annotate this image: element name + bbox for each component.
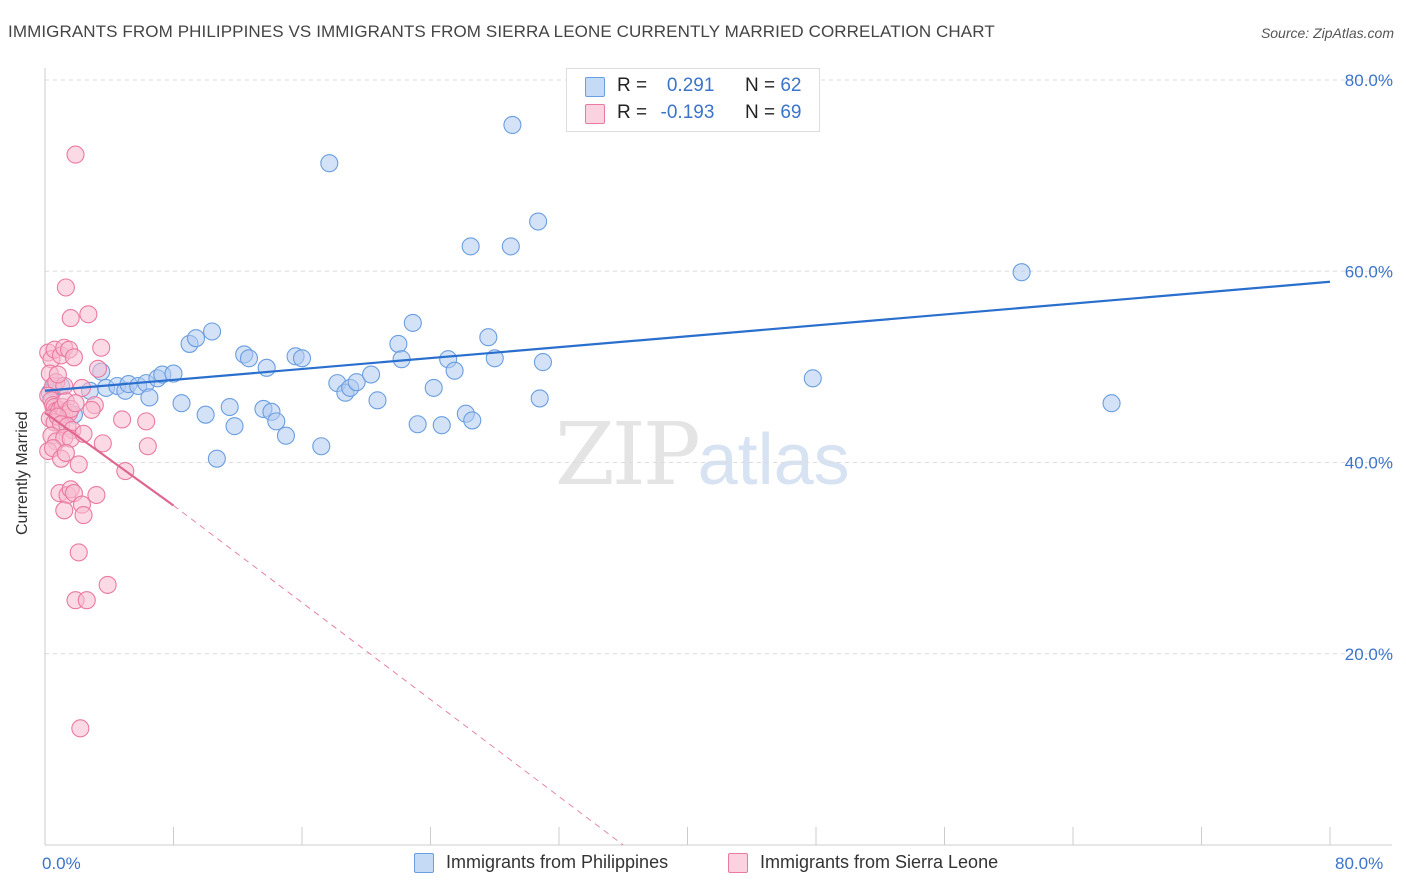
sierra-leone-point xyxy=(74,506,93,525)
legend-n-value: 62 xyxy=(780,75,802,96)
sierra-leone-point xyxy=(55,501,74,520)
philippines-point xyxy=(389,334,408,353)
philippines-point xyxy=(225,417,244,436)
philippines-point xyxy=(432,416,451,435)
y-axis-label: Currently Married xyxy=(14,411,31,535)
sierra-leone-point xyxy=(66,145,85,164)
sierra-leone-point xyxy=(69,543,88,562)
sierra-leone-point xyxy=(66,394,85,413)
philippines-point xyxy=(408,415,427,434)
sierra-leone-point xyxy=(69,455,88,474)
sierra-leone-point xyxy=(113,410,132,429)
watermark-atlas: atlas xyxy=(697,420,850,500)
y-tick-label: 20.0% xyxy=(1345,645,1393,664)
legend-swatch-philippines xyxy=(585,77,605,97)
philippines-point xyxy=(368,391,387,410)
philippines-point xyxy=(312,437,331,456)
sierra-leone-point xyxy=(87,485,106,505)
sierra-leone-point xyxy=(88,359,108,378)
sierra-leone-point xyxy=(56,278,75,297)
philippines-point xyxy=(362,365,381,384)
philippines-point xyxy=(479,328,498,347)
sierra-leone-point xyxy=(64,348,83,367)
legend-r-label: R = xyxy=(617,75,648,96)
bottom-legend-label-philippines: Immigrants from Philippines xyxy=(446,852,669,872)
philippines-point xyxy=(1102,394,1121,413)
legend-n-label: N = xyxy=(744,75,776,96)
philippines-point xyxy=(461,237,480,256)
sierra-leone-point xyxy=(61,309,80,328)
sierra-leone-point xyxy=(93,434,112,453)
y-tick-label: 40.0% xyxy=(1345,454,1393,473)
legend-r-value: -0.193 xyxy=(660,102,715,123)
x-axis-min-label: 0.0% xyxy=(42,854,81,873)
philippines-point xyxy=(207,449,226,468)
correlation-legend: R = 0.291 N = 62 R = -0.193 N = 69 xyxy=(566,68,820,132)
philippines-point xyxy=(529,212,548,231)
sierra-leone-point xyxy=(71,719,90,738)
sierra-leone-point xyxy=(137,412,156,431)
sierra-leone-point xyxy=(138,437,157,456)
philippines-point xyxy=(292,349,312,368)
sierra-leone-point xyxy=(98,575,117,594)
sierra-leone-point xyxy=(77,591,96,610)
philippines-point xyxy=(501,237,520,256)
philippines-point xyxy=(140,388,159,407)
philippines-point xyxy=(196,405,215,424)
philippines-point xyxy=(1012,263,1031,282)
philippines-point xyxy=(347,373,366,392)
legend-swatch-sierra-leone xyxy=(585,104,605,124)
legend-r-label: R = xyxy=(617,102,648,123)
sierra-leone-trend-line-extension xyxy=(173,505,624,846)
sierra-leone-point xyxy=(48,365,67,384)
philippines-point xyxy=(424,378,443,397)
sierra-leone-point xyxy=(92,338,111,357)
philippines-point xyxy=(503,115,522,134)
y-axis-label-wrap: Currently Married xyxy=(14,411,34,555)
philippines-point xyxy=(320,154,339,173)
legend-n-label: N = xyxy=(744,102,776,123)
philippines-point xyxy=(533,353,552,372)
sierra-leone-point xyxy=(79,305,98,324)
philippines-point xyxy=(267,412,286,431)
philippines-point xyxy=(203,322,222,341)
philippines-point xyxy=(276,426,295,445)
philippines-point xyxy=(172,394,191,413)
philippines-point xyxy=(403,313,422,332)
philippines-point xyxy=(257,358,276,377)
philippines-point xyxy=(463,411,482,430)
legend-r-value: 0.291 xyxy=(666,75,715,96)
philippines-point xyxy=(164,364,183,383)
y-tick-label: 80.0% xyxy=(1345,71,1393,90)
bottom-legend-label-sierra-leone: Immigrants from Sierra Leone xyxy=(760,852,999,872)
sierra-leone-point xyxy=(56,443,75,462)
chart-source: Source: ZipAtlas.com xyxy=(1260,25,1394,41)
philippines-point xyxy=(530,389,549,408)
watermark-zip: ZIP xyxy=(555,405,701,505)
sierra-leone-point xyxy=(82,400,101,419)
sierra-leone-trend-line xyxy=(44,411,175,507)
philippines-point xyxy=(186,329,206,348)
philippines-point xyxy=(239,349,259,368)
chart-title: IMMIGRANTS FROM PHILIPPINES VS IMMIGRANT… xyxy=(8,22,995,41)
bottom-legend-swatch-sierra-leone xyxy=(728,853,748,873)
x-axis-max-label: 80.0% xyxy=(1335,854,1384,873)
legend-n-value: 69 xyxy=(780,102,802,123)
y-tick-label: 60.0% xyxy=(1345,262,1393,281)
philippines-point xyxy=(803,369,822,388)
philippines-point xyxy=(220,397,239,417)
bottom-legend-swatch-philippines xyxy=(414,853,434,873)
philippines-point xyxy=(445,361,464,380)
watermark: ZIPatlas xyxy=(555,405,850,505)
philippines-trend-line xyxy=(44,280,1331,392)
